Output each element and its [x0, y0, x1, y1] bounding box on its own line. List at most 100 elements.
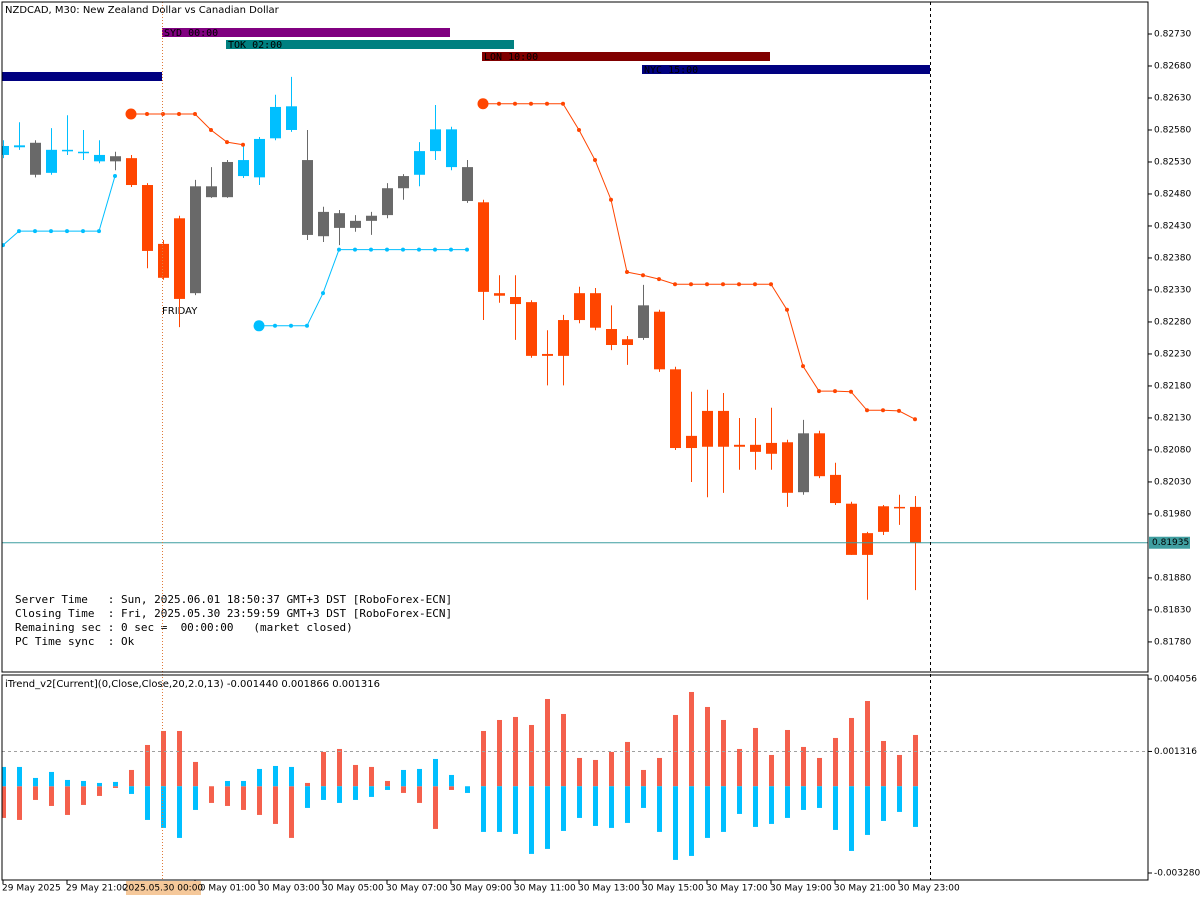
candle-body: [590, 293, 601, 328]
indicator-bar: [769, 754, 774, 787]
info-line: Server Time : Sun, 2025.06.01 18:50:37 G…: [15, 593, 452, 606]
x-tick-label: 30 May 05:00: [322, 884, 384, 894]
candle-body: [670, 369, 681, 449]
candle-body: [574, 293, 585, 321]
indicator-bar: [785, 786, 790, 818]
session-label: TOK 02:00: [228, 40, 282, 51]
y-tick-label: 0.82080: [1154, 445, 1191, 455]
session-label: SYD 00:00: [164, 28, 218, 39]
candle-body: [478, 202, 489, 292]
indicator-bar: [849, 786, 854, 851]
indicator-bar: [753, 786, 758, 827]
indicator-bar: [289, 786, 294, 838]
candle-body: [238, 160, 249, 177]
indicator-bar: [545, 786, 550, 849]
indicator-bar: [513, 786, 518, 834]
indicator-bar: [369, 766, 374, 787]
candle-body: [62, 149, 73, 152]
indicator-bar: [497, 786, 502, 832]
indicator-bar: [593, 759, 598, 787]
indicator-bar: [529, 786, 534, 854]
x-tick-label: 30 May 13:00: [578, 884, 640, 894]
x-tick-label: 30 May 21:00: [834, 884, 896, 894]
indicator-bar: [577, 786, 582, 818]
indicator-bar: [33, 777, 38, 787]
y-tick-label: 0.82430: [1154, 221, 1191, 231]
current-price-box: [1149, 536, 1190, 549]
x-highlight-box: [126, 881, 201, 895]
indicator-bar: [97, 786, 102, 796]
session-bar: [642, 65, 930, 74]
candle-body: [894, 506, 905, 509]
chart-title: NZDCAD, M30: New Zealand Dollar vs Canad…: [5, 5, 280, 16]
indicator-bar: [17, 786, 22, 820]
candle-body: [542, 353, 553, 356]
indicator-bar: [465, 786, 470, 793]
indicator-bar: [673, 786, 678, 860]
indicator-bar: [193, 786, 198, 810]
candle-body: [446, 129, 457, 168]
indicator-bar: [145, 744, 150, 787]
indicator-bar: [705, 706, 710, 787]
y-tick-label: 0.82330: [1154, 285, 1191, 295]
trend-line: [131, 113, 244, 146]
y-tick-label: 0.81880: [1154, 573, 1191, 583]
candle-body: [830, 474, 841, 504]
indicator-bar: [641, 769, 646, 787]
y-tick-label: -0.003280: [1154, 868, 1200, 878]
session-label: LON 10:00: [484, 52, 538, 63]
candle-body: [126, 158, 137, 186]
overlay-layer: [162, 2, 931, 880]
y-tick-label: 0.82680: [1154, 61, 1191, 71]
y-tick-label: 0.82280: [1154, 317, 1191, 327]
candle-body: [814, 433, 825, 477]
indicator-bar: [881, 740, 886, 787]
candle-body: [318, 211, 329, 237]
indicator-bar: [49, 786, 54, 806]
indicator-bar: [849, 717, 854, 787]
price-frame: [1, 1, 1149, 673]
y-tick-label: 0.004056: [1154, 674, 1197, 684]
indicator-bar: [305, 782, 310, 787]
info-line: Remaining sec : 0 sec = 00:00:00 (market…: [15, 621, 353, 634]
candle-body: [558, 320, 569, 356]
y-tick-label: 0.82580: [1154, 125, 1191, 135]
indicator-bar: [81, 786, 86, 805]
day-label: FRIDAY: [162, 306, 198, 317]
indicator-bar: [65, 779, 70, 787]
indicator-bar: [225, 786, 230, 806]
indicator-bar: [321, 751, 326, 787]
indicator-bar: [193, 761, 198, 787]
indicator-bar: [2, 766, 6, 787]
indicator-bar: [817, 786, 822, 808]
indicator-bar: [529, 724, 534, 787]
indicator-bar: [129, 786, 134, 794]
indicator-bar: [881, 786, 886, 821]
indicator-bar: [449, 786, 454, 790]
candle-body: [142, 185, 153, 251]
candle-body: [494, 293, 505, 296]
indicator-bar: [913, 734, 918, 787]
indicator-bar: [769, 786, 774, 824]
indicator-bar: [113, 786, 118, 788]
candle-body: [462, 167, 473, 202]
indicator-bar: [721, 786, 726, 832]
indicator-bar: [561, 786, 566, 831]
y-tick-label: 0.82130: [1154, 413, 1191, 423]
indicator-bar: [417, 786, 422, 803]
y-tick-label: 0.82530: [1154, 157, 1191, 167]
indicator-bar: [161, 730, 166, 787]
y-tick-label: 0.82030: [1154, 477, 1191, 487]
indicator-bar: [737, 786, 742, 814]
indicator-bar: [337, 748, 342, 787]
candle-body: [526, 302, 537, 356]
indicator-bar: [337, 786, 342, 803]
trend-line: [2, 175, 116, 246]
indicator-bar: [561, 713, 566, 787]
indicator-title: iTrend_v2[Current](0,Close,Close,20,2.0,…: [5, 679, 380, 690]
indicator-bar: [401, 769, 406, 787]
session-bar: [226, 40, 514, 49]
indicator-bar: [801, 746, 806, 787]
candle-body: [206, 186, 217, 198]
indicator-bar: [385, 780, 390, 787]
